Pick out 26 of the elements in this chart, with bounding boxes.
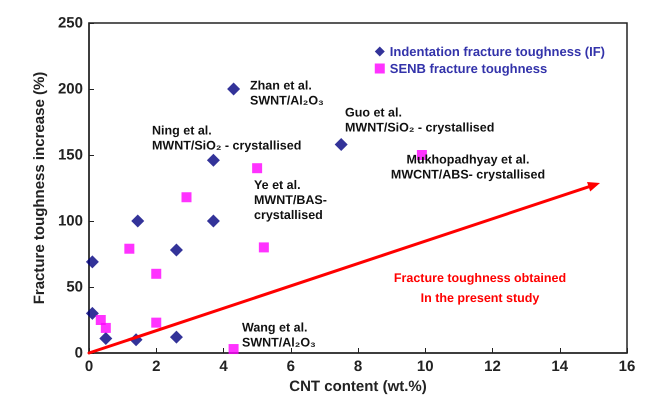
annotation: Ye et al. MWNT/BAS- crystallised (254, 178, 327, 222)
annotation: Guo et al. MWNT/SiO₂ - crystallised (345, 106, 494, 134)
y-axis-title: Fracture toughness increase (%) (31, 72, 48, 304)
annotation: Zhan et al. SWNT/Al₂O₃ (250, 78, 324, 108)
annotation: Mukhopadhyay et al. MWCNT/ABS- crystallised (390, 152, 546, 182)
annotation: Fracture toughness obtained In the present study (394, 271, 566, 305)
annotation: Ning et al. MWNT/SiO₂ - crystallised (152, 124, 302, 152)
x-tick-label: 12 (484, 358, 501, 375)
y-tick-label: 200 (58, 80, 83, 98)
y-tick-label: 250 (58, 14, 83, 32)
x-tick-label: 2 (152, 358, 160, 375)
legend-label: Indentation fracture toughness (IF) (390, 44, 606, 59)
x-tick-label: 4 (219, 358, 228, 375)
annotation: Wang et al. SWNT/Al₂O₃ (242, 320, 316, 350)
x-tick-label: 6 (286, 358, 295, 375)
x-axis-title: CNT content (wt.%) (289, 378, 427, 395)
x-tick-label: 0 (84, 358, 94, 375)
y-tick-label: 150 (58, 146, 83, 164)
legend-label: SENB fracture toughness (390, 61, 548, 76)
x-tick-label: 16 (618, 358, 636, 375)
x-tick-label: 10 (416, 358, 434, 375)
y-tick-label: 100 (58, 212, 83, 230)
y-tick-label: 50 (66, 278, 83, 296)
x-tick-label: 8 (354, 358, 362, 375)
y-tick-label: 0 (74, 344, 83, 362)
x-tick-label: 14 (551, 358, 569, 375)
